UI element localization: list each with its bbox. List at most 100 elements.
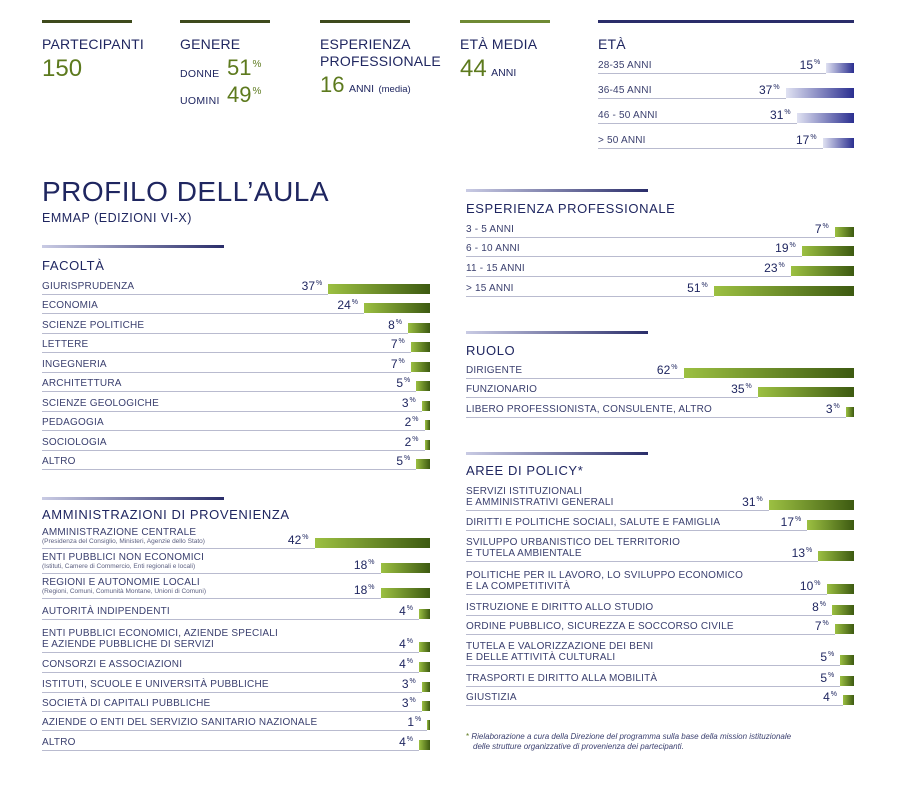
age-label: ETÀ (598, 36, 626, 52)
administrations-label: ENTI PUBBLICI NON ECONOMICI (42, 552, 205, 563)
role-bar (757, 387, 854, 397)
age-bar (826, 63, 854, 73)
page-subtitle: EMMAP (EDIZIONI VI-X) (42, 211, 192, 225)
age-rule (598, 73, 827, 74)
experience-value: 16 ANNI (media) (320, 72, 411, 97)
experience-rule (466, 276, 791, 277)
policy-rule (466, 452, 648, 455)
faculty-value: 37% (301, 279, 323, 293)
age-value: 37% (758, 83, 780, 97)
faculty-bar (364, 303, 430, 313)
administrations-bar (421, 701, 430, 711)
experience-bar (713, 286, 854, 296)
policy-label: TRASPORTI E DIRITTO ALLA MOBILITÀ (466, 673, 658, 684)
experience-section-title: ESPERIENZA PROFESSIONALE (466, 201, 676, 216)
administrations-label: CONSORZI E ASSOCIAZIONI (42, 659, 183, 670)
policy-rule (466, 634, 835, 635)
experience-value: 7% (814, 222, 829, 236)
faculty-label: INGEGNERIA (42, 359, 107, 370)
faculty-rule (42, 313, 364, 314)
administrations-value: 1% (407, 715, 422, 729)
administrations-rule (42, 652, 419, 653)
administrations-label: ENTI PUBBLICI ECONOMICI, AZIENDE SPECIAL… (42, 628, 279, 650)
administrations-rule (42, 548, 315, 549)
role-bar (845, 407, 854, 417)
administrations-label: ALTRO (42, 737, 76, 748)
policy-value: 5% (820, 650, 835, 664)
administrations-value: 4% (399, 604, 413, 618)
policy-value: 13% (791, 546, 813, 560)
role-value: 3% (825, 402, 840, 416)
faculty-value: 5% (396, 376, 411, 390)
policy-value: 5% (820, 671, 835, 685)
experience-bar (790, 266, 854, 276)
faculty-rule (42, 372, 411, 373)
administrations-rule (42, 750, 419, 751)
policy-value: 7% (814, 619, 829, 633)
policy-label: GIUSTIZIA (466, 692, 517, 703)
administrations-rule (42, 619, 419, 620)
policy-rule (466, 705, 843, 706)
faculty-rule (42, 469, 417, 470)
administrations-bar (419, 642, 430, 652)
policy-value: 4% (823, 690, 837, 704)
policy-label: TUTELA E VALORIZZAZIONE DEI BENI E DELLE … (466, 641, 654, 663)
administrations-rule (42, 730, 428, 731)
faculty-label: ECONOMIA (42, 300, 99, 311)
administrations-value: 4% (399, 657, 413, 671)
role-label: LIBERO PROFESSIONISTA, CONSULENTE, ALTRO (466, 404, 713, 415)
experience-label: > 15 ANNI (466, 283, 514, 294)
administrations-bar (314, 538, 430, 548)
faculty-bar (416, 459, 430, 469)
faculty-rule (42, 294, 329, 295)
age-value: 15% (799, 58, 821, 72)
administrations-sublabel: (Regioni, Comuni, Comunità Montane, Unio… (42, 588, 207, 595)
avg-age-label: ETÀ MEDIA (460, 36, 538, 52)
experience-label-1: ESPERIENZA (320, 36, 411, 52)
experience-label: 6 - 10 ANNI (466, 243, 520, 254)
men-label: UOMINI (180, 95, 220, 107)
administrations-value: 4% (399, 735, 413, 749)
administrations-bar (427, 720, 430, 730)
faculty-value: 3% (401, 396, 416, 410)
administrations-title: AMMINISTRAZIONI DI PROVENIENZA (42, 507, 290, 522)
administrations-bar (421, 682, 430, 692)
policy-rule (466, 530, 808, 531)
policy-rule (466, 686, 841, 687)
faculty-label: SCIENZE GEOLOGICHE (42, 398, 159, 409)
faculty-label: GIURISPRUDENZA (42, 281, 135, 292)
policy-bar (807, 520, 854, 530)
role-label: FUNZIONARIO (466, 384, 538, 395)
age-bar (822, 138, 854, 148)
faculty-value: 8% (388, 318, 402, 332)
faculty-rule (42, 450, 425, 451)
administrations-label: AZIENDE O ENTI DEL SERVIZIO SANITARIO NA… (42, 717, 318, 728)
role-rule (466, 417, 846, 418)
policy-label: POLITICHE PER IL LAVORO, LO SVILUPPO ECO… (466, 570, 744, 592)
faculty-value: 5% (396, 454, 411, 468)
administrations-rule (42, 711, 422, 712)
faculty-value: 7% (390, 337, 405, 351)
policy-value: 17% (780, 515, 802, 529)
administrations-label: ISTITUTI, SCUOLE E UNIVERSITÀ PUBBLICHE (42, 679, 269, 690)
age-label: 46 - 50 ANNI (598, 110, 658, 121)
policy-label: ISTRUZIONE E DIRITTO ALLO STUDIO (466, 602, 654, 613)
policy-bar (826, 584, 854, 594)
faculty-value: 24% (337, 298, 358, 312)
administrations-value: 42% (287, 533, 309, 547)
administrations-bar (419, 609, 430, 619)
administrations-value: 4% (399, 637, 413, 651)
experience-rule (466, 237, 835, 238)
age-label: > 50 ANNI (598, 135, 646, 146)
role-bar (683, 368, 854, 378)
policy-rule (466, 561, 819, 562)
age-rule (598, 98, 786, 99)
experience-value: 23% (764, 261, 785, 275)
administrations-rule (42, 672, 419, 673)
faculty-bar (416, 381, 430, 391)
role-label: DIRIGENTE (466, 365, 523, 376)
administrations-bar (419, 740, 430, 750)
experience-value: 19% (775, 241, 796, 255)
avg-age-rule (460, 20, 550, 23)
policy-label: ORDINE PUBBLICO, SICUREZZA E SOCCORSO CI… (466, 621, 734, 632)
